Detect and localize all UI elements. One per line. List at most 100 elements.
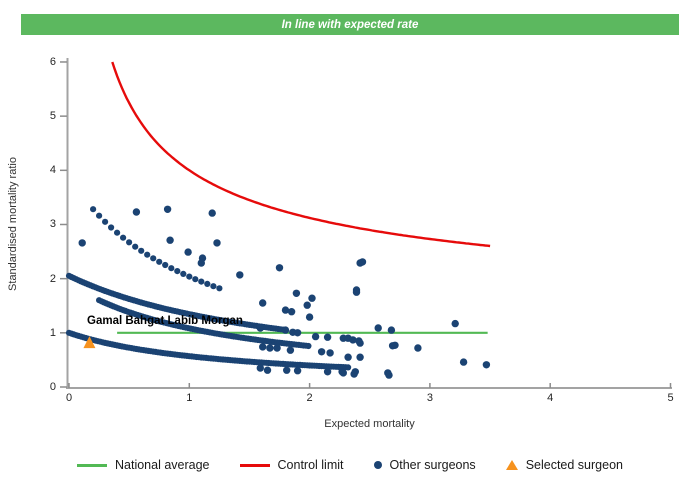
surgeon-point <box>132 243 139 250</box>
surgeon-point <box>385 371 393 379</box>
legend-label: Other surgeons <box>389 458 476 472</box>
legend-item-control-limit[interactable]: Control limit <box>239 458 344 472</box>
legend-item-national-average[interactable]: National average <box>77 458 210 472</box>
surgeon-point <box>168 265 175 272</box>
control-limit-line-icon <box>239 463 270 467</box>
surgeon-point <box>263 366 272 374</box>
x-tick-label: 0 <box>65 392 73 404</box>
surgeon-point <box>317 348 326 356</box>
selected-surgeon-label[interactable]: Gamal Bahgat Labib Morgan <box>87 315 243 327</box>
surgeon-point <box>256 364 264 372</box>
surgeon-point <box>198 278 205 285</box>
x-tick-label: 5 <box>667 392 674 404</box>
surgeon-point <box>281 326 290 334</box>
status-banner: In line with expected rate <box>21 14 679 35</box>
x-tick-label: 1 <box>186 392 193 404</box>
surgeon-point <box>150 255 157 262</box>
surgeon-point <box>356 339 364 347</box>
surgeon-point <box>273 344 281 352</box>
surgeon-point <box>204 280 211 287</box>
surgeon-point <box>184 248 192 256</box>
national-average-line-icon <box>77 463 107 467</box>
funnel-plot: 0 1 2 3 4 5 0 1 2 3 4 5 6 Expected mortality Standa… <box>0 40 700 460</box>
surgeon-point <box>156 258 163 265</box>
surgeon-point <box>213 239 221 247</box>
legend-item-selected-surgeon[interactable]: Selected surgeon <box>505 458 623 472</box>
surgeon-point <box>192 276 199 283</box>
surgeon-point <box>236 271 244 279</box>
y-tick-label: 2 <box>49 272 56 285</box>
surgeon-point <box>166 236 174 244</box>
selected-surgeon-marker[interactable] <box>83 336 96 349</box>
surgeon-point <box>180 270 187 277</box>
surgeon-dot-icon <box>373 461 382 469</box>
surgeon-point <box>96 212 103 219</box>
surgeon-point <box>352 288 361 296</box>
surgeon-point <box>387 326 396 334</box>
surgeon-point <box>186 273 193 280</box>
legend: National average Control limit Other sur… <box>0 458 700 472</box>
surgeon-point <box>339 369 347 377</box>
surgeon-point <box>323 368 332 376</box>
surgeon-point <box>132 208 141 216</box>
control-limit-curve <box>111 61 491 248</box>
funnel-plot-canvas <box>60 57 672 389</box>
surgeon-point <box>126 239 133 246</box>
surgeon-point <box>326 349 334 357</box>
surgeon-point <box>210 283 217 290</box>
surgeon-point <box>459 358 468 366</box>
surgeon-point <box>388 342 397 350</box>
surgeon-point <box>138 247 145 254</box>
y-axis-title: Standardised mortality ratio <box>7 157 19 291</box>
y-tick-label: 3 <box>49 218 56 231</box>
x-tick-label: 4 <box>547 392 554 404</box>
surgeon-point <box>90 206 97 213</box>
surgeon-point <box>216 285 223 292</box>
surgeon-point <box>256 324 264 332</box>
x-tick-label: 2 <box>306 392 313 404</box>
legend-label: Control limit <box>277 458 344 472</box>
y-tick-label: 4 <box>49 164 56 177</box>
y-tick-label: 6 <box>49 55 56 68</box>
surgeon-point <box>208 209 216 217</box>
surgeon-point <box>102 218 109 225</box>
y-tick-label: 0 <box>49 381 56 393</box>
surgeon-point <box>323 333 332 341</box>
selected-surgeon-triangle-icon <box>505 460 518 470</box>
surgeon-point <box>292 289 301 297</box>
surgeon-point <box>305 313 314 321</box>
surgeon-point <box>349 336 357 344</box>
y-tick-label: 5 <box>49 110 56 123</box>
surgeon-point <box>120 234 127 241</box>
surgeon-point <box>163 205 172 213</box>
surgeon-point <box>114 229 121 236</box>
surgeon-point <box>350 370 358 378</box>
surgeon-point <box>344 353 352 361</box>
surgeon-point <box>358 258 367 266</box>
surgeon-point <box>356 353 364 361</box>
surgeon-point <box>286 346 295 354</box>
surgeon-point <box>197 259 205 267</box>
surgeon-point <box>266 344 274 352</box>
surgeon-point <box>174 268 181 275</box>
surgeon-point <box>345 364 352 371</box>
legend-label: Selected surgeon <box>525 458 623 472</box>
surgeon-point <box>308 294 316 302</box>
surgeon-point <box>287 308 296 316</box>
surgeon-point <box>374 324 382 332</box>
surgeon-point <box>303 301 311 309</box>
surgeon-point <box>293 367 302 375</box>
legend-item-other-surgeons[interactable]: Other surgeons <box>373 458 476 472</box>
surgeon-point <box>311 332 320 341</box>
surgeon-point <box>78 239 86 247</box>
surgeon-point <box>293 329 302 337</box>
x-axis-title: Expected mortality <box>324 418 415 430</box>
surgeon-point <box>283 366 291 374</box>
surgeon-point <box>259 343 267 351</box>
surgeon-point <box>275 264 284 272</box>
status-banner-text: In line with expected rate <box>281 18 419 31</box>
surgeon-point <box>451 319 459 328</box>
legend-label: National average <box>115 458 210 472</box>
x-tick-label: 3 <box>426 392 433 404</box>
y-tick-label: 1 <box>49 326 56 339</box>
